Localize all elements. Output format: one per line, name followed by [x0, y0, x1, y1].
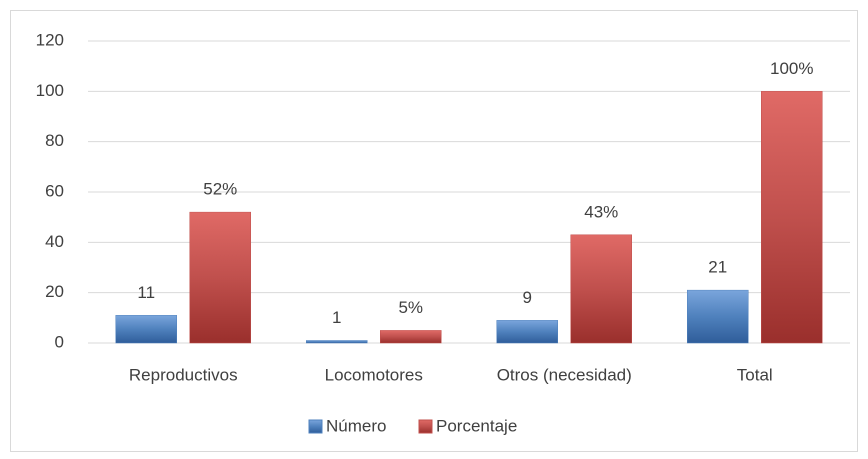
- data-label: 43%: [584, 202, 618, 221]
- legend-label: Porcentaje: [436, 416, 517, 435]
- bar: [496, 320, 558, 344]
- data-label: 52%: [203, 180, 237, 199]
- bar: [761, 91, 823, 344]
- x-tick-label: Locomotores: [325, 365, 423, 384]
- y-tick-label: 0: [55, 332, 64, 351]
- bar: [115, 315, 177, 344]
- x-tick-label: Reproductivos: [129, 365, 238, 384]
- y-tick-label: 40: [45, 232, 64, 251]
- bar: [687, 289, 749, 344]
- chart-border: [10, 10, 858, 452]
- legend-swatch: [418, 419, 433, 434]
- x-tick-label: Total: [737, 365, 773, 384]
- y-tick-label: 120: [36, 30, 64, 49]
- data-label: 100%: [770, 59, 813, 78]
- y-tick-label: 20: [45, 282, 64, 301]
- y-tick-label: 60: [45, 181, 64, 200]
- data-label: 1: [332, 308, 341, 327]
- legend-label: Número: [326, 416, 386, 435]
- data-label: 9: [523, 288, 532, 307]
- legend-swatch: [308, 419, 323, 434]
- x-tick-label: Otros (necesidad): [497, 365, 632, 384]
- bar: [306, 340, 368, 344]
- data-label: 5%: [398, 298, 423, 317]
- y-tick-label: 80: [45, 131, 64, 150]
- data-label: 21: [708, 258, 727, 277]
- bar: [380, 330, 442, 344]
- data-label: 11: [137, 283, 155, 302]
- bar: [570, 234, 632, 344]
- y-tick-label: 100: [36, 81, 64, 100]
- bar: [189, 211, 251, 344]
